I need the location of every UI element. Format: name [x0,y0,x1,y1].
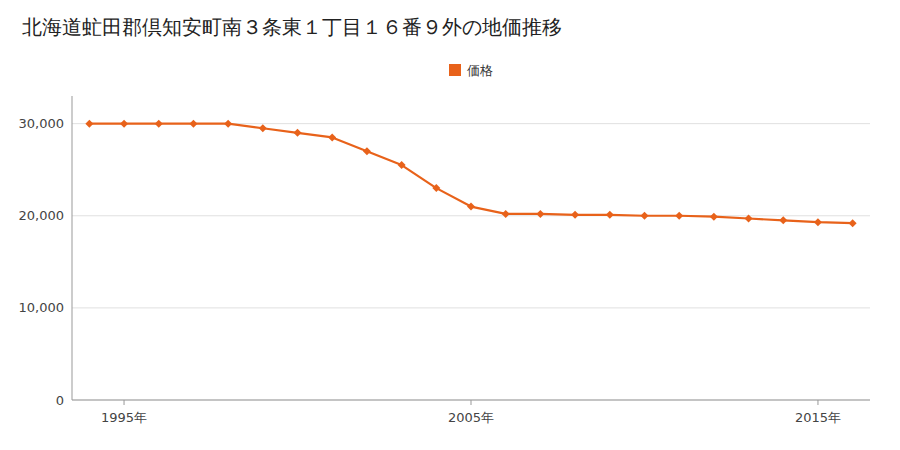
y-tick-label: 30,000 [19,116,65,131]
marker [294,129,302,137]
marker [606,211,614,219]
marker [675,212,683,220]
marker [189,120,197,128]
marker [640,212,648,220]
y-tick-label: 10,000 [19,300,65,315]
marker [259,124,267,132]
x-tick-label: 2015年 [795,410,841,425]
x-tick-label: 1995年 [101,410,147,425]
marker [849,219,857,227]
chart: 北海道虻田郡倶知安町南３条東１丁目１６番９外の地価推移 0 10,000 20,000… [0,0,900,450]
marker [779,216,787,224]
title: 北海道虻田郡倶知安町南３条東１丁目１６番９外の地価推移 [22,15,562,39]
plot-data [85,120,856,227]
marker [432,184,440,192]
axes: 0 10,000 20,000 30,000 1995年 2005年 2015年 [19,96,871,425]
marker [467,203,475,211]
x-tick [817,400,818,405]
marker [328,133,336,141]
line [89,124,852,223]
x-tick-label: 2005年 [448,410,494,425]
legend-swatch [449,64,461,76]
legend-label: 価格 [467,63,493,78]
x-tick [471,400,472,405]
legend: 価格 [449,63,493,78]
marker [502,210,510,218]
marker [745,215,753,223]
y-axis-line [72,96,73,400]
marker [536,210,544,218]
y-tick-label: 0 [56,393,64,408]
marker [398,161,406,169]
background [0,0,900,450]
marker [155,120,163,128]
marker [120,120,128,128]
y-tick-label: 20,000 [19,208,65,223]
marker [571,211,579,219]
legend-item: 価格 [449,63,493,78]
marker [710,213,718,221]
grid [72,124,870,400]
x-tick [124,400,125,405]
grid-line [72,307,870,308]
marker [814,218,822,226]
marker [85,120,93,128]
marker [224,120,232,128]
marker [363,147,371,155]
grid-line [72,215,870,216]
